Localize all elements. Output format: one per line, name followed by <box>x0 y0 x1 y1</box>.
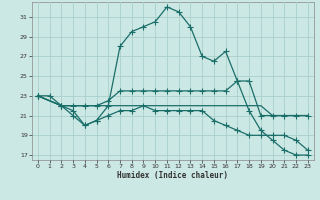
X-axis label: Humidex (Indice chaleur): Humidex (Indice chaleur) <box>117 171 228 180</box>
